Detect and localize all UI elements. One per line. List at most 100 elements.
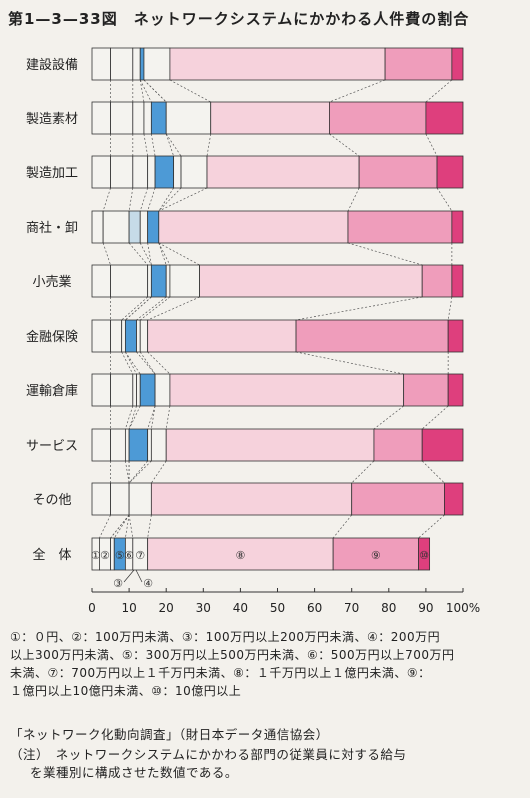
connector-line <box>128 405 141 430</box>
connector-line <box>347 187 360 212</box>
category-label: サービス <box>26 439 78 454</box>
connector-line <box>206 133 212 157</box>
x-tick-label: 20 <box>159 601 174 615</box>
bar-segment <box>147 319 297 353</box>
bar-segment <box>329 101 427 135</box>
bar-segment <box>91 210 104 244</box>
connector-line <box>447 296 453 321</box>
connector-line <box>329 79 386 103</box>
connector-line <box>143 79 167 103</box>
bar-segment <box>150 428 167 462</box>
segment-label: ⑩ <box>419 549 429 562</box>
x-tick-label: 40 <box>233 601 248 615</box>
note-line-1: （注） ネットワークシステムにかかわる部門の従業員に対する給与 <box>10 744 406 763</box>
connector-line <box>128 460 152 484</box>
legend-line-2: 以上300万円未満、⑤：300万円以上500万円未満、⑥：500万円以上700万… <box>10 648 455 662</box>
connector-line <box>151 133 156 157</box>
connector-line <box>169 79 211 103</box>
x-tick-label: 10 <box>121 601 136 615</box>
bar-segment <box>139 373 156 407</box>
bar-segment <box>139 47 145 81</box>
bar-segment <box>128 428 149 462</box>
bar-segment <box>158 210 349 244</box>
bar-segment <box>124 428 130 462</box>
bar-segment <box>132 155 149 189</box>
bar-segment <box>147 210 160 244</box>
bar-segment <box>110 537 115 571</box>
connector-line <box>351 460 375 484</box>
connector-line <box>128 405 137 430</box>
connector-line <box>125 351 141 375</box>
bar-segment <box>143 47 171 81</box>
connector-line <box>418 514 445 539</box>
connector-line <box>128 514 134 539</box>
bar-segment <box>110 264 149 298</box>
bar-segment <box>102 210 130 244</box>
category-label: その他 <box>32 493 71 508</box>
connector-line <box>158 187 174 212</box>
bar-segment <box>173 155 182 189</box>
connector-line <box>347 242 423 266</box>
segment-label: ① <box>91 549 101 562</box>
bar-segment <box>147 428 152 462</box>
bar-segment <box>110 155 134 189</box>
connector-line <box>110 514 130 539</box>
connector-line <box>158 187 208 212</box>
bar-segment <box>351 482 445 516</box>
bar-segment <box>139 319 149 353</box>
connector-line <box>139 79 152 103</box>
source-text: 「ネットワーク化動向調査」（財日本データ通信協会） <box>10 727 329 742</box>
bar-segment <box>132 47 141 81</box>
connector-line <box>425 133 438 157</box>
segment-label: ③ <box>113 577 123 590</box>
segment-label: ② <box>100 549 110 562</box>
bar-segment <box>147 155 156 189</box>
connector-line <box>128 460 148 484</box>
bar-segment <box>91 101 111 135</box>
bar-segment <box>154 373 171 407</box>
bar-segment <box>128 482 152 516</box>
connector-line <box>128 242 148 266</box>
connector-line <box>125 405 134 430</box>
legend-line-1: ①：０円、②：100万円未満、③：100万円以上200万円未満、④：200万円 <box>10 630 441 644</box>
bar-segment <box>139 210 149 244</box>
connector-line <box>125 296 152 321</box>
connector-line <box>295 351 404 375</box>
bar-segment <box>295 319 449 353</box>
segment-label: ⑨ <box>371 549 381 562</box>
category-label: 商社・卸 <box>26 220 78 236</box>
leader-line <box>135 569 143 583</box>
category-label: 全 体 <box>32 547 71 563</box>
connector-line <box>165 405 171 430</box>
connector-line <box>139 242 152 266</box>
connector-line <box>125 351 137 375</box>
bar-segment <box>132 373 137 407</box>
x-tick-label: 0 <box>88 601 96 615</box>
leader-line <box>123 569 135 583</box>
connector-line <box>165 133 174 157</box>
segment-label: ④ <box>143 577 153 590</box>
connector-line <box>147 405 156 430</box>
category-label: 小売業 <box>32 274 71 290</box>
bar-segment <box>110 373 134 407</box>
bar-segment <box>136 319 141 353</box>
bar-segment <box>150 101 167 135</box>
bar-segment <box>451 210 464 244</box>
connector-line <box>121 351 134 375</box>
bar-segment <box>206 155 360 189</box>
bar-segment <box>150 482 353 516</box>
bar-segment <box>165 264 171 298</box>
connector-line <box>147 296 200 321</box>
connector-line <box>158 242 171 266</box>
connector-line <box>121 296 148 321</box>
legend-line-3: 未満、⑦：700万円以上１千万円未満、⑧：１千万円以上１億円未満、⑨： <box>10 666 431 680</box>
category-label: 建設設備 <box>26 57 78 73</box>
bar-segment <box>180 155 208 189</box>
bar-segment <box>425 101 464 135</box>
bar-segment <box>147 537 334 571</box>
bar-segment <box>91 428 111 462</box>
bar-segment <box>121 319 126 353</box>
bar-segment <box>447 373 464 407</box>
bar-segment <box>124 319 137 353</box>
